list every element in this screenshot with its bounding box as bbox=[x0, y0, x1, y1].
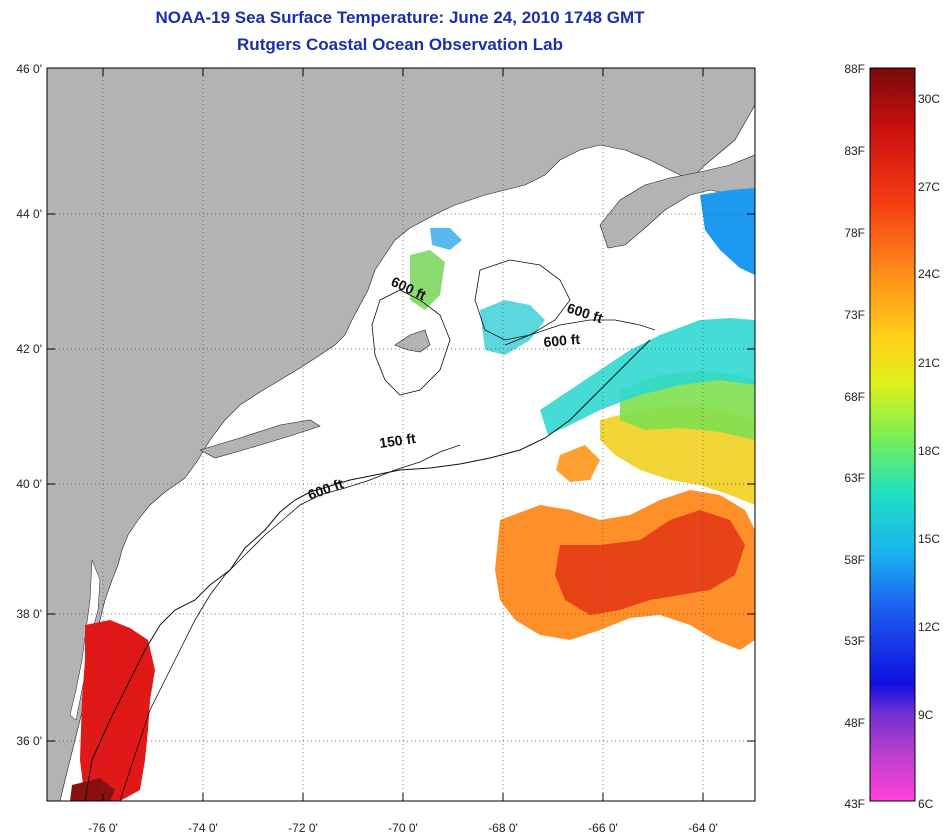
lat-label-40: 40 0' bbox=[16, 477, 42, 491]
cbar-c-27: 27C bbox=[918, 180, 940, 194]
lat-label-44: 44 0' bbox=[16, 207, 42, 221]
sst-eddy-red bbox=[555, 510, 745, 615]
cbar-c-9: 9C bbox=[918, 708, 934, 722]
colorbar-f-labels: 88F 83F 78F 73F 68F 63F 58F 53F 48F 43F bbox=[844, 62, 865, 811]
lon-label-76: -76 0' bbox=[88, 821, 118, 835]
lon-label-74: -74 0' bbox=[188, 821, 218, 835]
cbar-f-68: 68F bbox=[844, 390, 865, 404]
cbar-c-24: 24C bbox=[918, 267, 940, 281]
contour-150ft-shelf bbox=[119, 444, 461, 801]
lon-label-72: -72 0' bbox=[288, 821, 318, 835]
contour-label-600ft-c: 600 ft bbox=[543, 331, 581, 350]
cbar-f-83: 83F bbox=[844, 144, 865, 158]
contour-gulf-maine-b bbox=[474, 259, 571, 341]
lat-label-38: 38 0' bbox=[16, 607, 42, 621]
sst-blue-northeast bbox=[700, 188, 755, 275]
cbar-f-58: 58F bbox=[844, 553, 865, 567]
cbar-c-21: 21C bbox=[918, 356, 940, 370]
contour-georges bbox=[504, 319, 656, 346]
map-title: NOAA-19 Sea Surface Temperature: June 24… bbox=[155, 8, 645, 27]
cbar-c-6: 6C bbox=[918, 797, 934, 811]
cbar-f-48: 48F bbox=[844, 716, 865, 730]
cbar-f-53: 53F bbox=[844, 634, 865, 648]
sst-gulf-maine-blue bbox=[430, 228, 462, 250]
contour-gulf-maine-a bbox=[371, 289, 451, 396]
sst-warm-south bbox=[80, 620, 155, 801]
colorbar bbox=[869, 67, 916, 802]
lat-label-46: 46 0' bbox=[16, 62, 42, 76]
tick-marks bbox=[47, 68, 755, 801]
lon-label-68: -68 0' bbox=[488, 821, 518, 835]
contour-600ft-shelf bbox=[84, 339, 651, 801]
sst-gulf-maine-green bbox=[410, 250, 445, 310]
sst-cyan-band bbox=[540, 318, 755, 435]
cbar-f-73: 73F bbox=[844, 308, 865, 322]
cbar-c-18: 18C bbox=[918, 444, 940, 458]
cbar-c-15: 15C bbox=[918, 532, 940, 546]
land-long-island bbox=[199, 419, 321, 459]
sst-warm-south-dark bbox=[70, 778, 115, 801]
cbar-c-12: 12C bbox=[918, 620, 940, 634]
map-subtitle: Rutgers Coastal Ocean Observation Lab bbox=[237, 35, 563, 54]
lat-label-36: 36 0' bbox=[16, 734, 42, 748]
cbar-f-43: 43F bbox=[844, 797, 865, 811]
cbar-c-30: 30C bbox=[918, 92, 940, 106]
cbar-f-88: 88F bbox=[844, 62, 865, 76]
map-border bbox=[46, 67, 756, 802]
lon-label-66: -66 0' bbox=[588, 821, 618, 835]
lon-label-64: -64 0' bbox=[688, 821, 718, 835]
sst-orange-patch bbox=[556, 445, 600, 482]
lon-label-70: -70 0' bbox=[388, 821, 418, 835]
contour-label-150ft: 150 ft bbox=[378, 430, 417, 451]
lat-label-42: 42 0' bbox=[16, 342, 42, 356]
land-cape-cod bbox=[394, 329, 431, 353]
sst-gulf-maine-cyan bbox=[480, 300, 545, 355]
cbar-f-63: 63F bbox=[844, 471, 865, 485]
cbar-f-78: 78F bbox=[844, 226, 865, 240]
